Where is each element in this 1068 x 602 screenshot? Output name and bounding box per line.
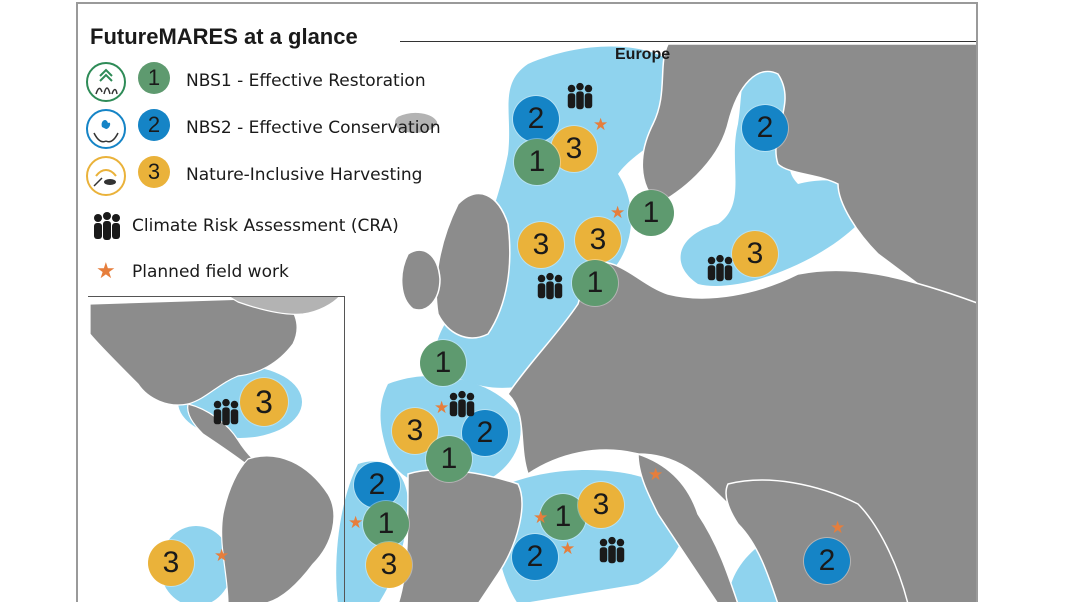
legend-nbs1-circle: 1 <box>138 62 170 94</box>
marker-nbs2-western-med-south: 2 <box>512 534 558 580</box>
people-group-icon <box>94 212 120 240</box>
marker-harvest-caribbean: 3 <box>240 378 288 426</box>
star-icon: ★ <box>96 258 116 283</box>
title-rule <box>400 41 976 42</box>
map-frame: FutureMARES at a glance Europe 1 NBS1 - … <box>76 2 978 602</box>
marker-nbs1-celtic-sea: 1 <box>420 340 466 386</box>
fieldwork-star: ★ <box>348 513 364 532</box>
europe-land <box>393 43 976 602</box>
marker-nbs2-baltic-north: 2 <box>742 105 788 151</box>
legend-star-label: Planned field work <box>132 262 289 282</box>
biscay-area <box>380 375 521 488</box>
inset-top-divider <box>88 296 344 297</box>
marker-nbs1-iberia-west: 1 <box>363 501 409 547</box>
inset-right-divider <box>344 296 345 602</box>
people-group-icon <box>449 390 475 418</box>
legend: 1 NBS1 - Effective Restoration 2 NBS2 - … <box>78 4 448 294</box>
map-title: FutureMARES at a glance <box>90 24 376 50</box>
marker-nbs2-iberia-north: 2 <box>354 462 400 508</box>
marker-harvest-north-sea-east: 3 <box>575 217 621 263</box>
fieldwork-star: ★ <box>648 465 664 484</box>
harvesting-icon <box>86 156 126 196</box>
marker-nbs1-bay-of-biscay-south: 1 <box>426 436 472 482</box>
marker-nbs1-skagerrak: 1 <box>628 190 674 236</box>
marker-nbs2-aegean: 2 <box>804 538 850 584</box>
iberia-land <box>397 469 523 602</box>
marker-nbs1-norwegian-coast: 1 <box>514 139 560 185</box>
legend-nbs2-label: NBS2 - Effective Conservation <box>186 118 441 138</box>
people-group-icon <box>707 254 733 282</box>
legend-harvest-label: Nature-Inclusive Harvesting <box>186 165 423 185</box>
fieldwork-star: ★ <box>560 539 576 558</box>
fieldwork-star: ★ <box>434 398 450 417</box>
restoration-icon <box>86 62 126 102</box>
north-america-land <box>89 297 298 406</box>
ireland-land <box>401 249 441 311</box>
people-group-icon <box>537 272 563 300</box>
fieldwork-star: ★ <box>533 508 549 527</box>
people-group-icon <box>599 536 625 564</box>
marker-nbs1-north-sea-south: 1 <box>572 260 618 306</box>
region-label-europe: Europe <box>615 46 671 63</box>
iceland-land <box>393 111 439 135</box>
legend-nbs1-label: NBS1 - Effective Restoration <box>186 71 426 91</box>
conservation-icon <box>86 109 126 149</box>
fieldwork-star: ★ <box>830 518 846 537</box>
baltic-area <box>680 61 864 286</box>
people-group-icon <box>567 82 593 110</box>
fieldwork-star: ★ <box>593 115 609 134</box>
south-america-land <box>221 455 335 602</box>
legend-cra-label: Climate Risk Assessment (CRA) <box>132 216 399 236</box>
legend-harvest-circle: 3 <box>138 156 170 188</box>
people-group-icon <box>213 398 239 426</box>
marker-nbs2-bay-of-biscay-east: 2 <box>462 410 508 456</box>
marker-harvest-brazil: 3 <box>148 540 194 586</box>
fieldwork-star: ★ <box>610 203 626 222</box>
italy-land <box>637 452 739 602</box>
greenland-land <box>225 295 342 315</box>
marker-harvest-western-med-east: 3 <box>578 482 624 528</box>
scandinavia-land <box>641 43 976 304</box>
marker-harvest-norwegian-coast: 3 <box>551 126 597 172</box>
marker-harvest-iberia-south: 3 <box>366 542 412 588</box>
marker-nbs2-norwegian-sea: 2 <box>513 96 559 142</box>
marker-harvest-baltic-south: 3 <box>732 231 778 277</box>
legend-nbs2-circle: 2 <box>138 109 170 141</box>
fieldwork-star: ★ <box>214 546 230 565</box>
marker-harvest-north-sea: 3 <box>518 222 564 268</box>
